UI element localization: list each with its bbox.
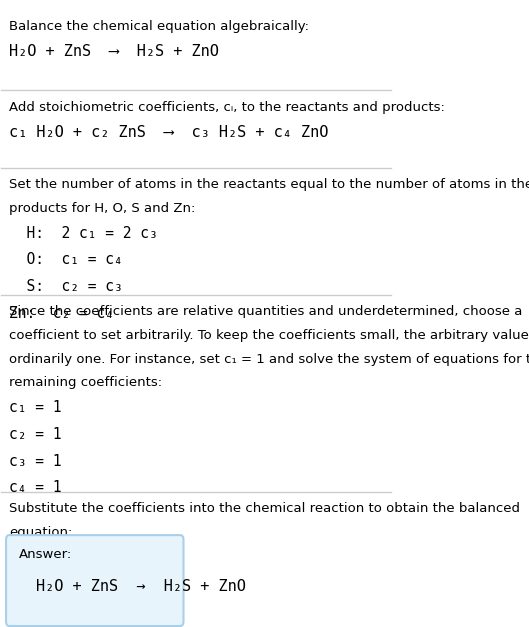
- Text: c₁ = 1: c₁ = 1: [9, 400, 62, 415]
- FancyBboxPatch shape: [6, 535, 184, 626]
- Text: Since the coefficients are relative quantities and underdetermined, choose a: Since the coefficients are relative quan…: [9, 305, 523, 319]
- Text: coefficient to set arbitrarily. To keep the coefficients small, the arbitrary va: coefficient to set arbitrarily. To keep …: [9, 329, 529, 342]
- Text: c₃ = 1: c₃ = 1: [9, 453, 62, 468]
- Text: c₄ = 1: c₄ = 1: [9, 480, 62, 495]
- Text: remaining coefficients:: remaining coefficients:: [9, 376, 162, 389]
- Text: Set the number of atoms in the reactants equal to the number of atoms in the: Set the number of atoms in the reactants…: [9, 178, 529, 191]
- Text: Add stoichiometric coefficients, cᵢ, to the reactants and products:: Add stoichiometric coefficients, cᵢ, to …: [9, 101, 445, 114]
- Text: Balance the chemical equation algebraically:: Balance the chemical equation algebraica…: [9, 20, 309, 33]
- Text: H₂O + ZnS  →  H₂S + ZnO: H₂O + ZnS → H₂S + ZnO: [37, 579, 247, 594]
- Text: equation:: equation:: [9, 526, 72, 539]
- Text: S:  c₂ = c₃: S: c₂ = c₃: [9, 279, 123, 294]
- Text: c₂ = 1: c₂ = 1: [9, 427, 62, 442]
- Text: Zn:  c₂ = c₄: Zn: c₂ = c₄: [9, 306, 114, 321]
- Text: Answer:: Answer:: [19, 547, 72, 561]
- Text: H₂O + ZnS  ⟶  H₂S + ZnO: H₂O + ZnS ⟶ H₂S + ZnO: [9, 44, 219, 59]
- Text: Substitute the coefficients into the chemical reaction to obtain the balanced: Substitute the coefficients into the che…: [9, 502, 520, 515]
- Text: ordinarily one. For instance, set c₁ = 1 and solve the system of equations for t: ordinarily one. For instance, set c₁ = 1…: [9, 352, 529, 366]
- Text: c₁ H₂O + c₂ ZnS  ⟶  c₃ H₂S + c₄ ZnO: c₁ H₂O + c₂ ZnS ⟶ c₃ H₂S + c₄ ZnO: [9, 125, 329, 140]
- Text: H:  2 c₁ = 2 c₃: H: 2 c₁ = 2 c₃: [9, 226, 158, 241]
- Text: O:  c₁ = c₄: O: c₁ = c₄: [9, 252, 123, 267]
- Text: products for H, O, S and Zn:: products for H, O, S and Zn:: [9, 202, 196, 215]
